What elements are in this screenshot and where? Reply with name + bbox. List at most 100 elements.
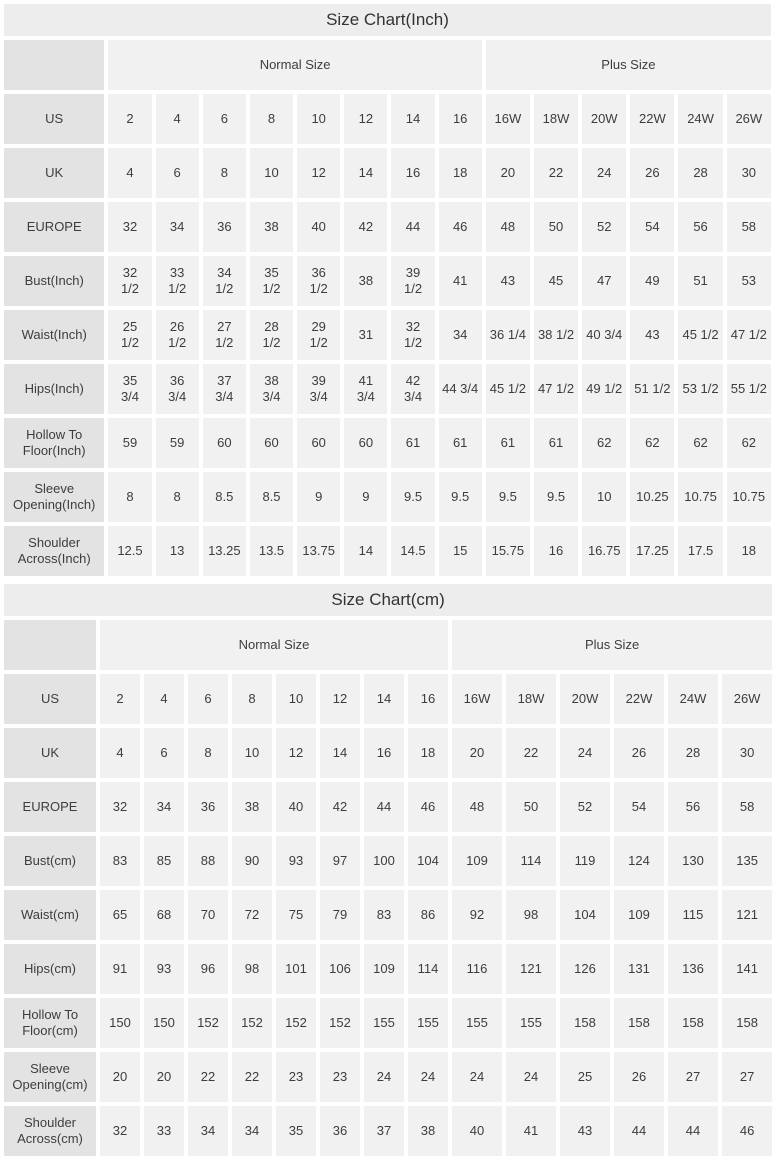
value-cell: 8 <box>202 148 246 198</box>
value-cell: 32 1/2 <box>391 310 435 360</box>
table-row: Shoulder Across(Inch) 12.5 13 13.25 13.5 13.7… <box>4 526 771 576</box>
value-cell: 40 <box>297 202 341 252</box>
value-cell: 22W <box>614 674 664 724</box>
value-cell: 47 1/2 <box>726 310 771 360</box>
value-cell: 44 <box>391 202 435 252</box>
table-row: Hips(Inch) 35 3/4 36 3/4 37 3/4 38 3/4 39 3/4… <box>4 364 771 414</box>
value-cell: 15 <box>438 526 482 576</box>
value-cell: 44 <box>614 1106 664 1156</box>
group-header-normal-size: Normal Size <box>108 40 482 90</box>
value-cell: 8.5 <box>202 472 246 522</box>
value-cell: 8 <box>249 94 294 144</box>
value-cell: 152 <box>276 998 316 1048</box>
value-cell: 158 <box>668 998 718 1048</box>
value-cell: 41 3/4 <box>344 364 388 414</box>
size-chart-table-cm: Size Chart(cm) Normal Size Plus Size US 2 4 6 8… <box>0 580 775 1160</box>
value-cell: 34 <box>155 202 199 252</box>
value-cell: 27 1/2 <box>202 310 246 360</box>
value-cell: 8 <box>188 728 228 778</box>
value-cell: 135 <box>722 836 773 886</box>
value-cell: 106 <box>320 944 360 994</box>
value-cell: 14.5 <box>391 526 435 576</box>
value-cell: 16 <box>364 728 404 778</box>
value-cell: 22 <box>533 148 579 198</box>
value-cell: 56 <box>668 782 718 832</box>
value-cell: 20W <box>582 94 627 144</box>
value-cell: 158 <box>722 998 773 1048</box>
value-cell: 6 <box>155 148 199 198</box>
value-cell: 98 <box>232 944 272 994</box>
value-cell: 62 <box>630 418 675 468</box>
value-cell: 16 <box>533 526 579 576</box>
value-cell: 26 <box>614 728 664 778</box>
value-cell: 32 1/2 <box>108 256 152 306</box>
value-cell: 104 <box>408 836 448 886</box>
value-cell: 38 <box>408 1106 448 1156</box>
value-cell: 38 <box>344 256 388 306</box>
value-cell: 92 <box>452 890 502 940</box>
value-cell: 14 <box>364 674 404 724</box>
value-cell: 59 <box>155 418 199 468</box>
value-cell: 23 <box>276 1052 316 1102</box>
value-cell: 13 <box>155 526 199 576</box>
value-cell: 56 <box>678 202 723 252</box>
row-label: Bust(Inch) <box>4 256 105 306</box>
value-cell: 10 <box>232 728 272 778</box>
table-row: UK 4 6 8 10 12 14 16 18 20 22 24 26 28 30 <box>4 148 771 198</box>
value-cell: 20W <box>560 674 610 724</box>
value-cell: 9.5 <box>438 472 482 522</box>
value-cell: 24 <box>506 1052 556 1102</box>
row-label: US <box>4 674 96 724</box>
value-cell: 41 <box>438 256 482 306</box>
value-cell: 115 <box>668 890 718 940</box>
value-cell: 24 <box>452 1052 502 1102</box>
value-cell: 72 <box>232 890 272 940</box>
value-cell: 97 <box>320 836 360 886</box>
value-cell: 109 <box>614 890 664 940</box>
row-label: Shoulder Across(Inch) <box>4 526 105 576</box>
table-row: Bust(cm) 83 85 88 90 93 97 100 104 109 114 119 124 13… <box>4 836 773 886</box>
value-cell: 20 <box>100 1052 140 1102</box>
value-cell: 124 <box>614 836 664 886</box>
value-cell: 36 <box>320 1106 360 1156</box>
value-cell: 12 <box>344 94 388 144</box>
value-cell: 30 <box>726 148 771 198</box>
value-cell: 26 1/2 <box>155 310 199 360</box>
table-row: Shoulder Across(cm) 32 33 34 34 35 36 37 38 40 41 4… <box>4 1106 773 1156</box>
value-cell: 45 1/2 <box>485 364 530 414</box>
row-label: Hips(cm) <box>4 944 96 994</box>
value-cell: 24 <box>408 1052 448 1102</box>
row-label: UK <box>4 728 96 778</box>
value-cell: 109 <box>364 944 404 994</box>
row-label: Hollow To Floor(cm) <box>4 998 96 1048</box>
value-cell: 46 <box>408 782 448 832</box>
value-cell: 100 <box>364 836 404 886</box>
value-cell: 59 <box>108 418 152 468</box>
value-cell: 20 <box>452 728 502 778</box>
value-cell: 35 3/4 <box>108 364 152 414</box>
value-cell: 22 <box>232 1052 272 1102</box>
value-cell: 65 <box>100 890 140 940</box>
value-cell: 47 <box>582 256 627 306</box>
value-cell: 18 <box>408 728 448 778</box>
table-row: EUROPE 32 34 36 38 40 42 44 46 48 50 52 54 56 58 <box>4 782 773 832</box>
value-cell: 41 <box>506 1106 556 1156</box>
value-cell: 60 <box>297 418 341 468</box>
table-row: Bust(Inch) 32 1/2 33 1/2 34 1/2 35 1/2 36 1/2… <box>4 256 771 306</box>
value-cell: 29 1/2 <box>297 310 341 360</box>
table-row: Hollow To Floor(cm) 150 150 152 152 152 152 155… <box>4 998 773 1048</box>
value-cell: 130 <box>668 836 718 886</box>
value-cell: 34 <box>438 310 482 360</box>
table-row: Waist(cm) 65 68 70 72 75 79 83 86 92 98 104 109 115 12… <box>4 890 773 940</box>
corner-cell <box>4 40 105 90</box>
value-cell: 9.5 <box>533 472 579 522</box>
value-cell: 4 <box>100 728 140 778</box>
table-row: Hips(cm) 91 93 96 98 101 106 109 114 116 121 126 131… <box>4 944 773 994</box>
value-cell: 83 <box>364 890 404 940</box>
value-cell: 48 <box>485 202 530 252</box>
value-cell: 85 <box>144 836 184 886</box>
row-label: Sleeve Opening(cm) <box>4 1052 96 1102</box>
value-cell: 54 <box>630 202 675 252</box>
value-cell: 45 1/2 <box>678 310 723 360</box>
value-cell: 10.75 <box>678 472 723 522</box>
